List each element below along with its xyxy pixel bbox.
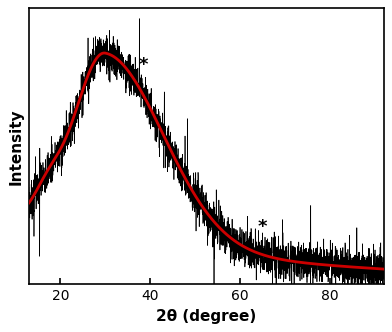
Text: *: * [139, 56, 148, 74]
Y-axis label: Intensity: Intensity [8, 108, 24, 185]
Text: *: * [258, 218, 267, 236]
X-axis label: 2θ (degree): 2θ (degree) [156, 309, 256, 324]
